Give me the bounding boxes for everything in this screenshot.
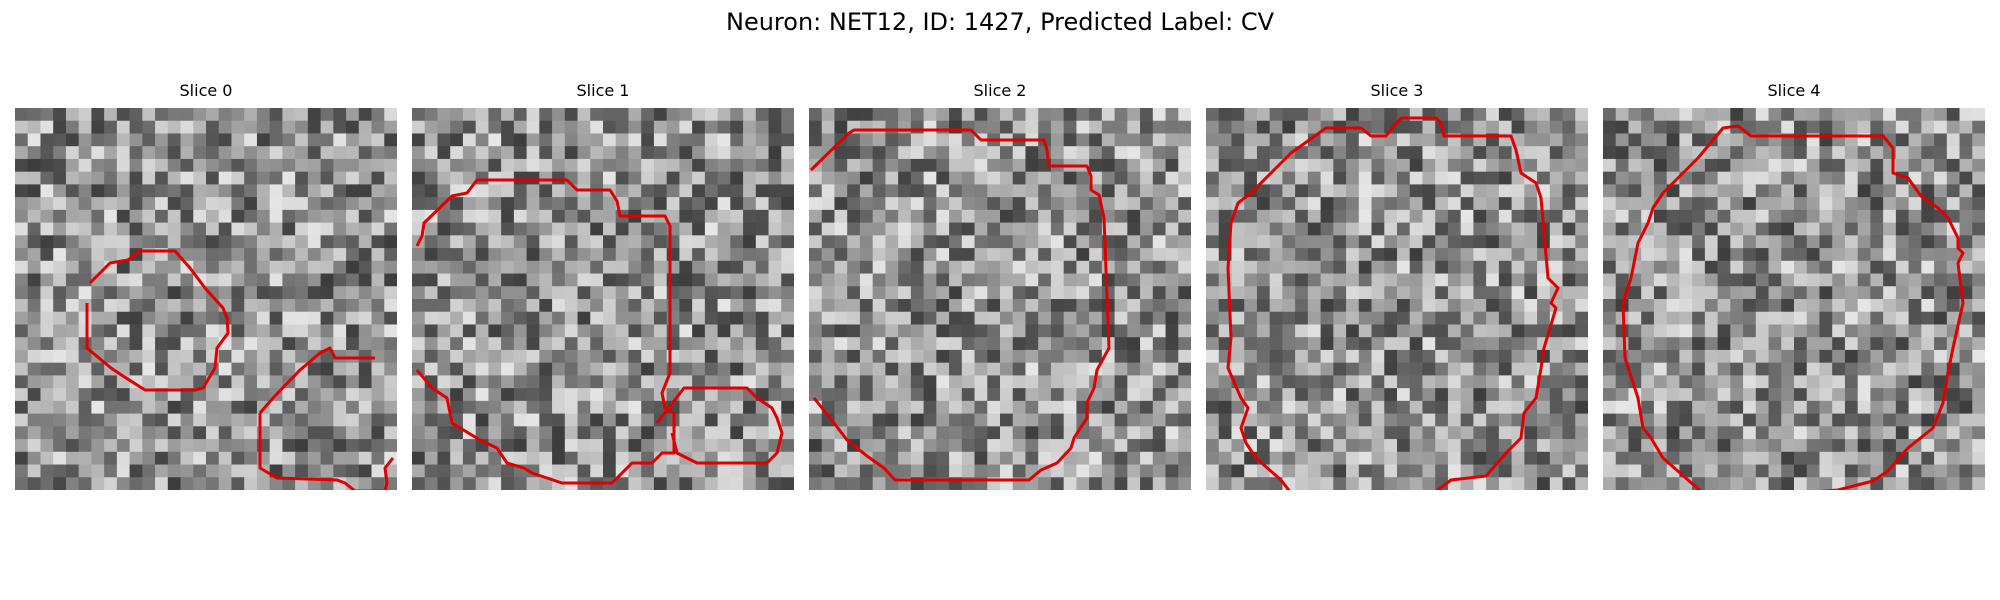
figure-title: Neuron: NET12, ID: 1427, Predicted Label… (726, 8, 1274, 36)
slice-image (15, 108, 397, 490)
slice-title: Slice 0 (179, 81, 233, 100)
slice-panel-1: Slice 1 (412, 81, 794, 490)
slice-image (1603, 108, 1985, 490)
slice-image (412, 108, 794, 490)
slice-panel-2: Slice 2 (809, 81, 1191, 490)
contour-line (1226, 222, 1291, 490)
contour-line (415, 178, 676, 485)
slice-title: Slice 1 (576, 81, 630, 100)
slice-panel-4: Slice 4 (1603, 81, 1985, 490)
contour-line (1621, 302, 1702, 490)
slice-panel-3: Slice 3 (1206, 81, 1588, 490)
slice-title: Slice 2 (973, 81, 1027, 100)
contour-line (85, 249, 230, 392)
slice-panel-0: Slice 0 (15, 81, 397, 490)
slice-image (809, 108, 1191, 490)
contour-line (809, 128, 1111, 482)
contour-line (1621, 124, 1965, 490)
contour-line (1229, 116, 1560, 490)
contour-line (655, 386, 784, 465)
slice-title: Slice 4 (1767, 81, 1821, 100)
slice-image (1206, 108, 1588, 490)
contour-line (258, 346, 375, 414)
slice-title: Slice 3 (1370, 81, 1424, 100)
contour-line (258, 413, 395, 490)
